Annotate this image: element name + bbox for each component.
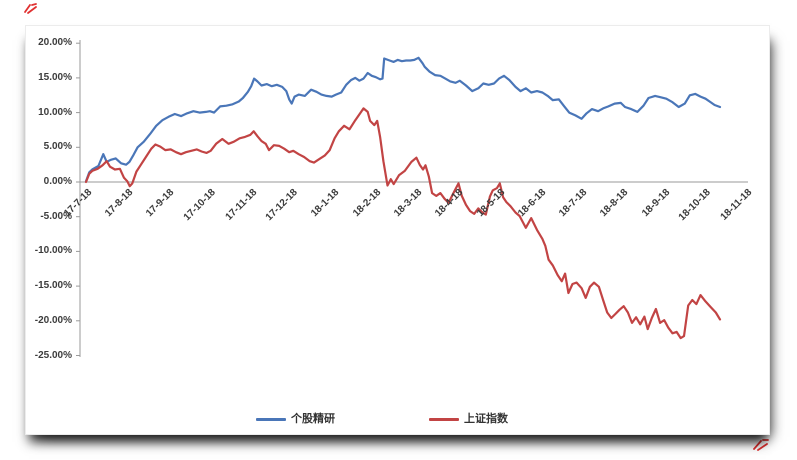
- chart-card: 20.00% 15.00% 10.00% 5.00% 0.00% -5.00% -10.00…: [25, 25, 770, 435]
- y-axis-label: 15.00%: [38, 71, 72, 83]
- series-lines: [84, 56, 722, 340]
- plot-area: 20.00% 15.00% 10.00% 5.00% 0.00% -5.00% -10.00…: [26, 26, 769, 434]
- y-axis-label: -25.00%: [34, 349, 72, 361]
- legend-label-series1: 个股精研: [291, 413, 335, 425]
- y-axis-label: 0.00%: [43, 176, 72, 187]
- series-line-gegu-jingyan: [84, 56, 722, 183]
- y-axis-label: 10.00%: [38, 106, 72, 118]
- red-watermark-top-left: [24, 3, 37, 14]
- chart-canvas: [76, 40, 748, 357]
- y-axis-label: -5.00%: [40, 210, 72, 222]
- legend-line-red: [429, 418, 459, 421]
- y-axis-label: 5.00%: [43, 141, 72, 153]
- y-axis-label: 20.00%: [38, 37, 72, 49]
- legend-label-series2: 上证指数: [464, 413, 508, 425]
- y-axis-label: -15.00%: [34, 280, 72, 292]
- y-axis-ticks: [76, 42, 80, 356]
- red-watermark-bottom-right: [753, 439, 769, 451]
- legend-line-blue: [256, 418, 286, 421]
- y-axis-label: -10.00%: [34, 245, 72, 257]
- series-line-shangzheng-zhishu: [84, 107, 722, 340]
- y-axis-label: -20.00%: [34, 314, 72, 326]
